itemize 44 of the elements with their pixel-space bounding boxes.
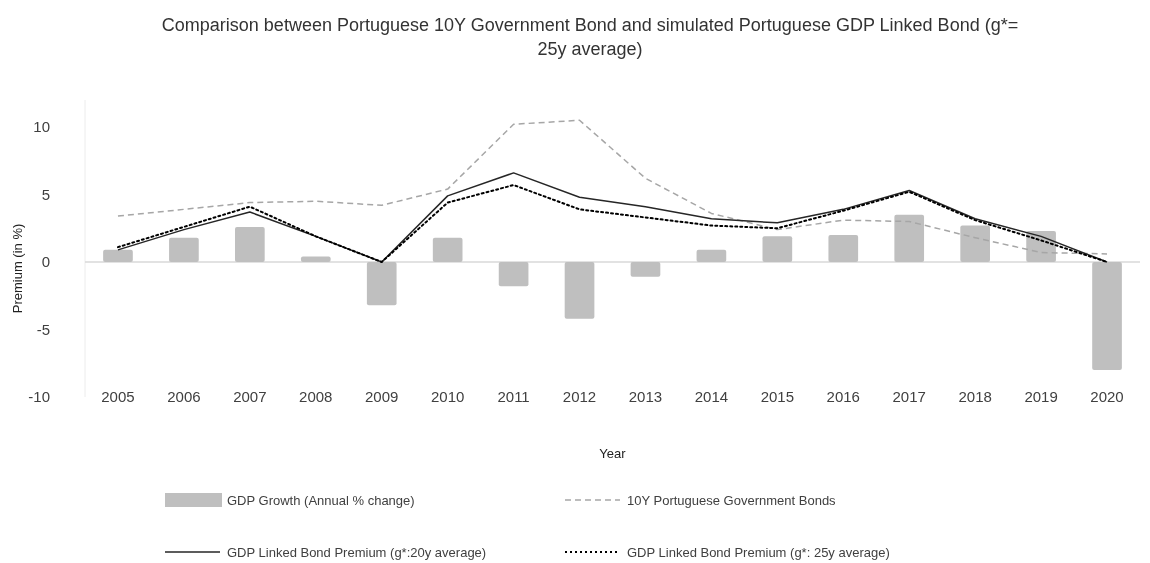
bar — [235, 226, 265, 262]
x-tick-label: 2016 — [826, 388, 860, 405]
line-series — [117, 119, 1108, 255]
x-tick-label: 2006 — [167, 388, 201, 405]
x-tick-label: 2008 — [299, 388, 333, 405]
x-tick-label: 2018 — [958, 388, 992, 405]
chart-title: Comparison between Portuguese 10Y Government Bond and simulated Portuguese GDP Linked Bond (g*= 25y average) — [161, 15, 1019, 59]
legend-label: GDP Linked Bond Premium (g*:20y average) — [227, 544, 487, 560]
x-tick-label: 2005 — [101, 388, 135, 405]
y-tick-label: -10 — [28, 388, 50, 405]
bar — [630, 262, 661, 277]
x-tick-label: 2019 — [1024, 388, 1058, 405]
bar — [564, 262, 595, 319]
x-tick-label: 2007 — [233, 388, 267, 405]
bar — [366, 262, 397, 306]
y-tick-label: 5 — [41, 185, 50, 203]
y-tick-label: -5 — [36, 320, 50, 338]
bar — [169, 237, 199, 262]
x-tick-label: 2020 — [1090, 388, 1124, 405]
bar — [432, 237, 463, 262]
y-axis-title: Premium (in %) — [10, 223, 25, 314]
x-tick-label: 2010 — [430, 388, 465, 405]
x-tick-label: 2013 — [628, 388, 663, 405]
x-tick-label: 2015 — [760, 388, 795, 405]
bar — [300, 256, 331, 262]
legend-label: 10Y Portuguese Government Bonds — [627, 492, 837, 508]
y-tick-label: 10 — [33, 118, 50, 135]
y-tick-label: 0 — [41, 253, 50, 270]
bar — [960, 225, 990, 262]
bar — [762, 236, 793, 262]
bar — [498, 262, 529, 287]
x-tick-label: 2009 — [365, 388, 399, 405]
legend-label: GDP Linked Bond Premium (g*: 25y average) — [627, 544, 890, 560]
legend-label: GDP Growth (Annual % change) — [227, 492, 415, 508]
bar — [696, 249, 727, 262]
bar — [828, 235, 859, 262]
bar — [894, 214, 925, 262]
bar — [1092, 262, 1122, 370]
x-tick-label: 2011 — [497, 388, 530, 405]
x-tick-label: 2012 — [562, 388, 597, 405]
x-tick-label: 2014 — [694, 388, 729, 405]
x-tick-label: 2017 — [892, 388, 926, 405]
bar — [103, 249, 133, 262]
x-axis-title: Year — [599, 446, 627, 461]
